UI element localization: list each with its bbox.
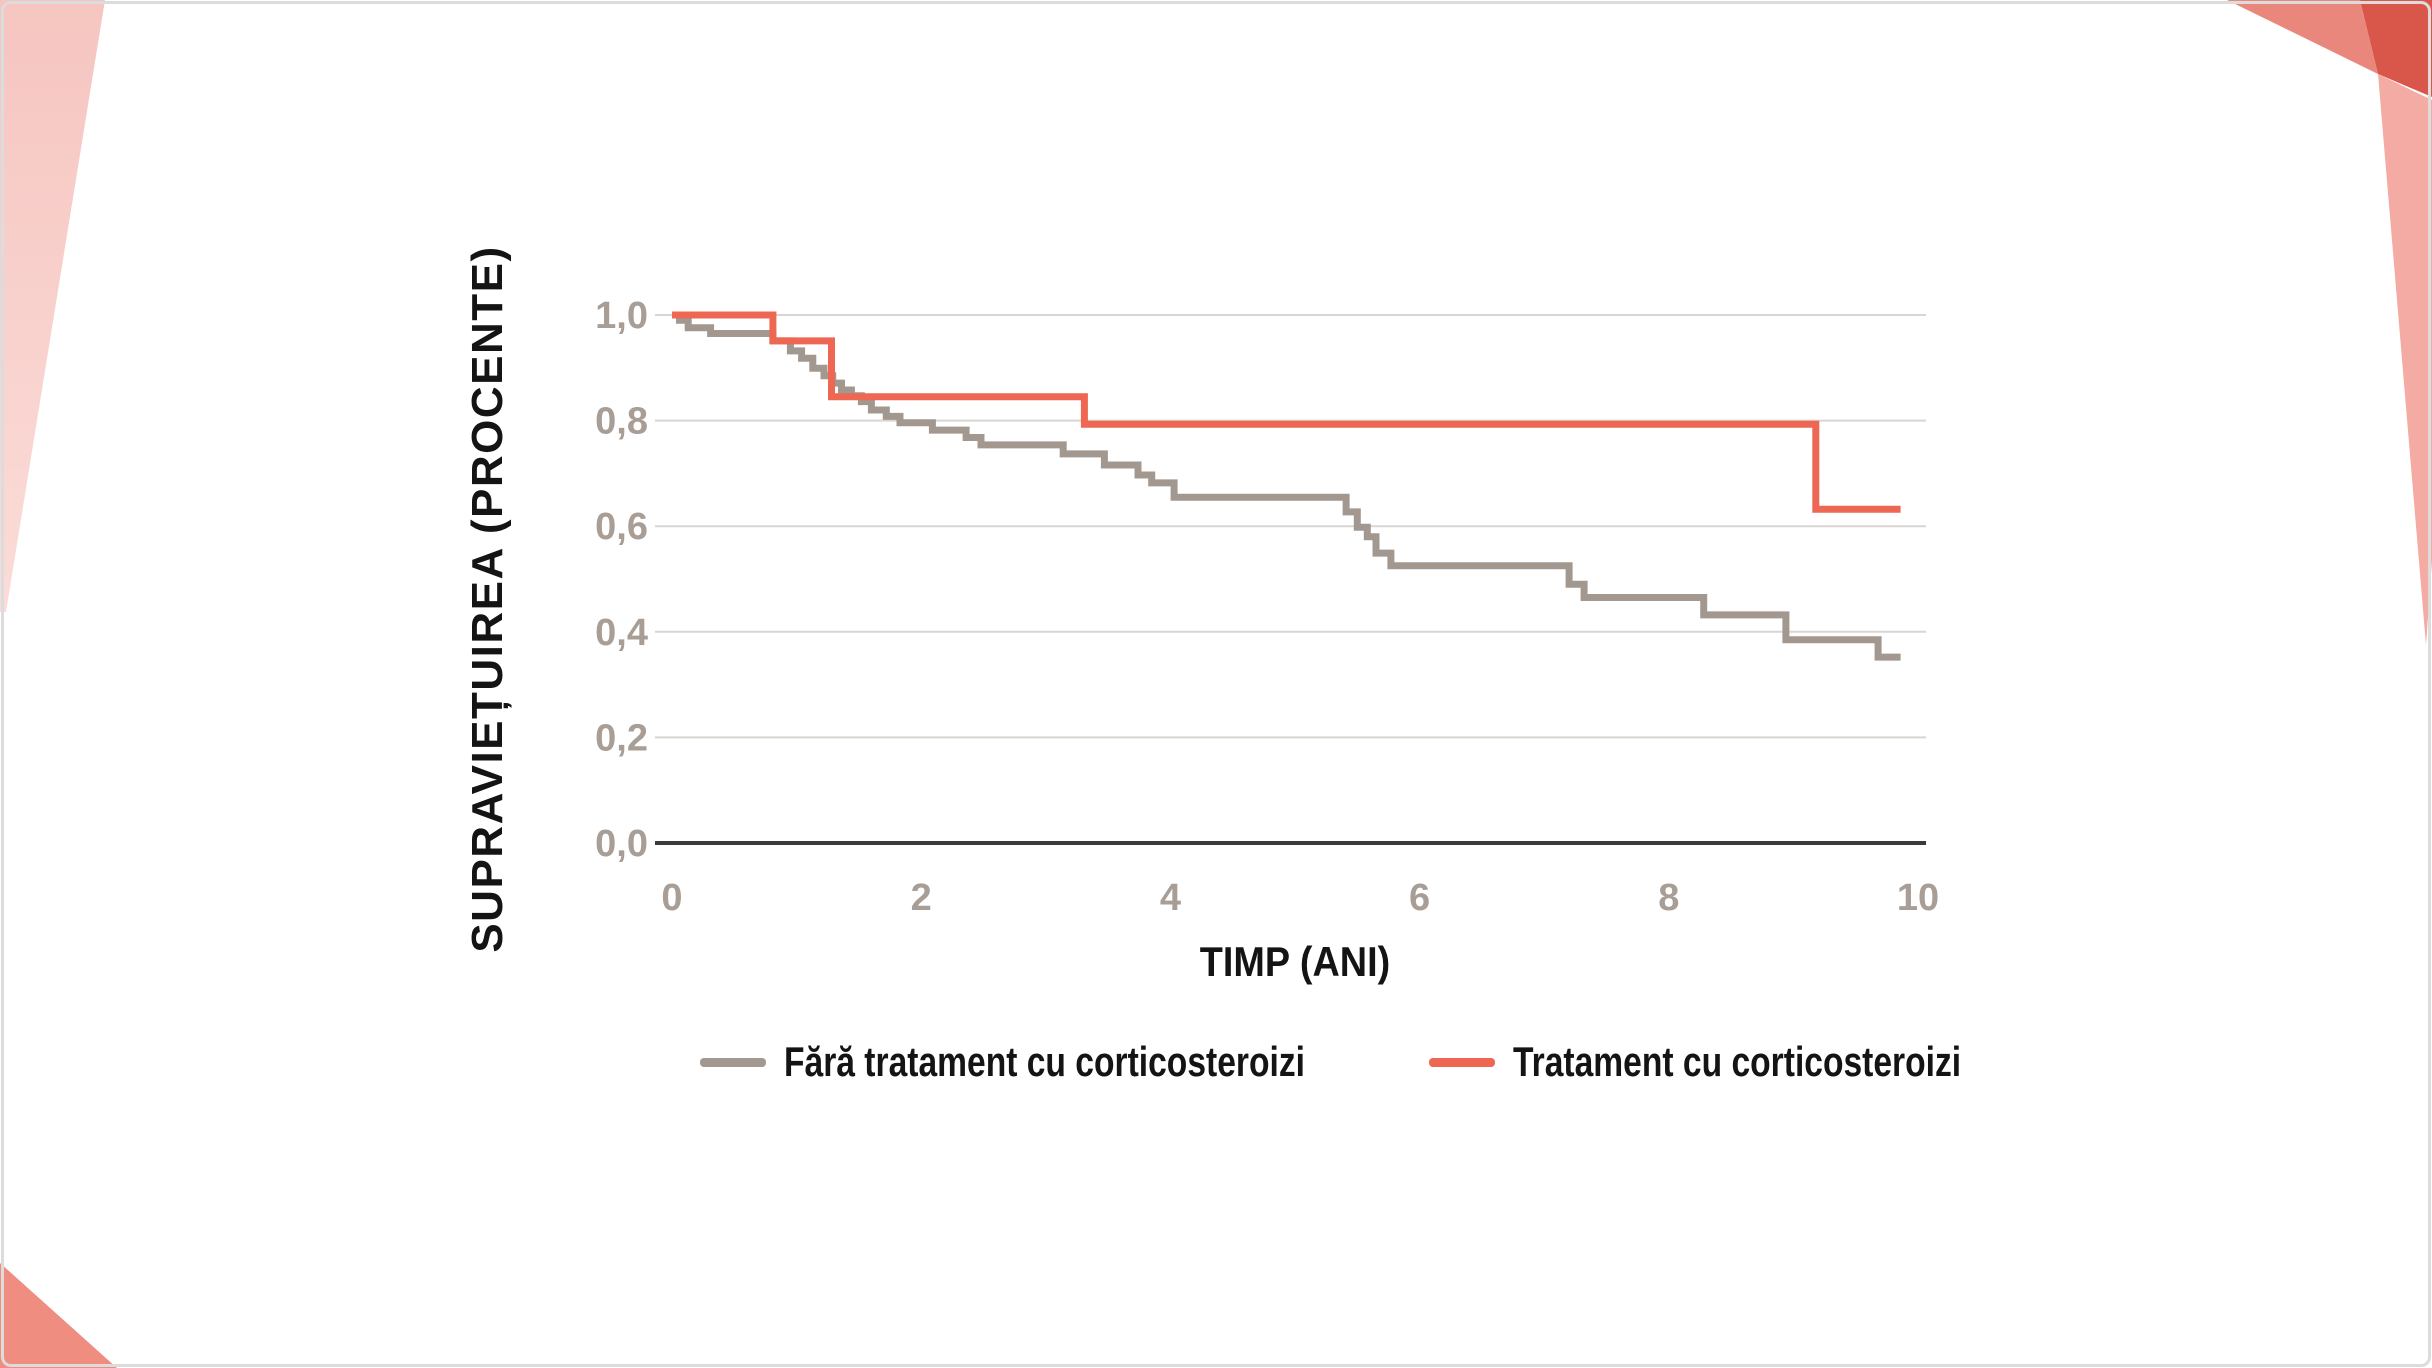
y-tick-label: 0,0 [595, 823, 648, 865]
accent-top-right-red [2360, 0, 2432, 97]
x-tick-label: 8 [1658, 877, 1679, 919]
accent-bottom-left-salmon [0, 1263, 117, 1368]
accent-left-band [0, 0, 105, 612]
x-tick-label: 2 [911, 877, 932, 919]
legend-swatch-gray-line [700, 1057, 766, 1067]
legend-swatch-red-line [1429, 1057, 1495, 1067]
x-axis-title: TIMP (ANI) [1199, 938, 1391, 985]
y-tick-label: 0,4 [595, 612, 648, 654]
x-tick-label: 10 [1897, 877, 1939, 919]
legend-label-no-treatment: Fără tratament cu corticosteroizi [784, 1038, 1305, 1085]
x-tick-label: 6 [1409, 877, 1430, 919]
accent-right-pink-band [2378, 74, 2432, 645]
y-tick-label: 0,2 [595, 717, 648, 759]
curve-no-treatment [672, 311, 1901, 661]
y-axis-title: SUPRAVIEȚUIREA (PROCENTE) [463, 245, 512, 953]
legend-item-treatment: Tratament cu corticosteroizi [1429, 1038, 2073, 1086]
x-tick-label: 0 [661, 877, 682, 919]
accent-top-right-salmon [2227, 0, 2378, 74]
curve-treatment [672, 311, 1901, 513]
x-tick-label: 4 [1160, 877, 1181, 919]
legend-item-no-treatment: Fără tratament cu corticosteroizi [700, 1038, 1435, 1086]
y-tick-label: 0,8 [595, 401, 648, 443]
legend-label-treatment: Tratament cu corticosteroizi [1513, 1038, 1962, 1085]
y-tick-label: 1,0 [595, 295, 648, 337]
y-tick-label: 0,6 [595, 506, 648, 548]
